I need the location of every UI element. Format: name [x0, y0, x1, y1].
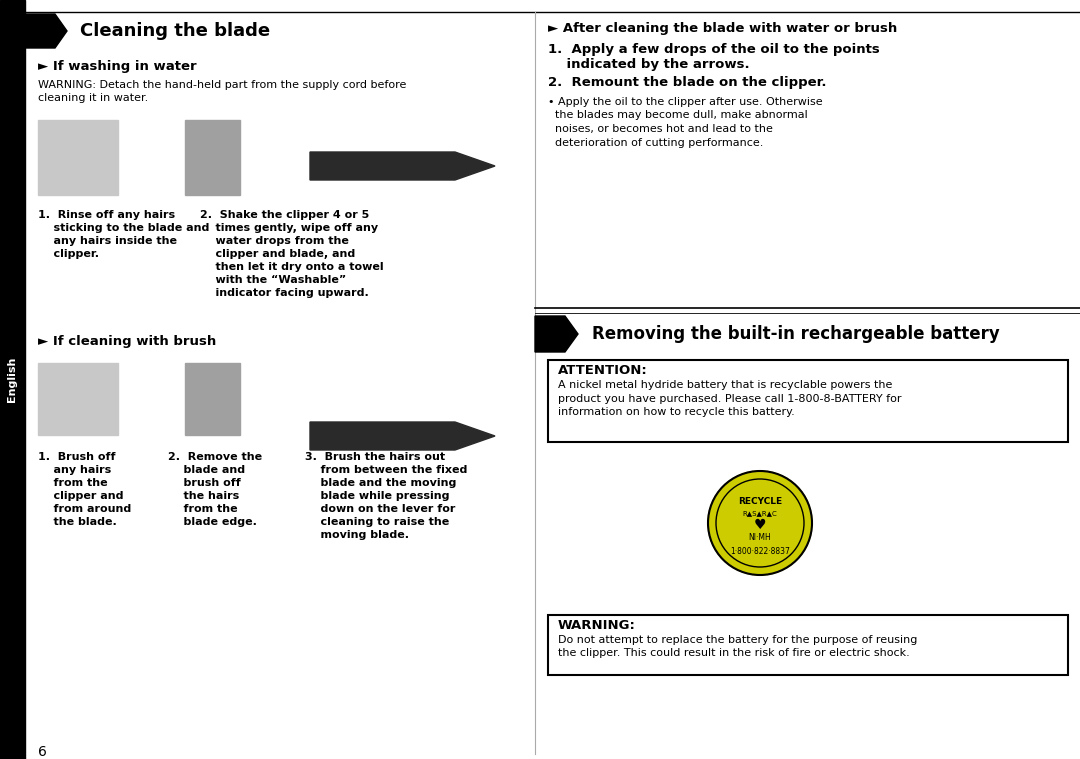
Text: blade while pressing: blade while pressing — [305, 491, 449, 501]
Text: 1.  Rinse off any hairs: 1. Rinse off any hairs — [38, 210, 175, 220]
Text: ♥: ♥ — [754, 518, 766, 532]
Text: water drops from the: water drops from the — [200, 236, 349, 246]
Text: English: English — [8, 356, 17, 402]
Text: times gently, wipe off any: times gently, wipe off any — [200, 223, 378, 233]
Text: then let it dry onto a towel: then let it dry onto a towel — [200, 262, 383, 272]
Text: the hairs: the hairs — [168, 491, 240, 501]
Text: brush off: brush off — [168, 478, 241, 488]
Bar — [0, 0, 25, 759]
Text: cleaning to raise the: cleaning to raise the — [305, 517, 449, 527]
Polygon shape — [25, 14, 67, 48]
Text: RECYCLE: RECYCLE — [738, 496, 782, 505]
Text: ► If cleaning with brush: ► If cleaning with brush — [38, 335, 216, 348]
Text: with the “Washable”: with the “Washable” — [200, 275, 347, 285]
Text: the clipper. This could result in the risk of fire or electric shock.: the clipper. This could result in the ri… — [558, 648, 909, 659]
Text: blade edge.: blade edge. — [168, 517, 257, 527]
Bar — [185, 120, 240, 195]
Text: clipper and blade, and: clipper and blade, and — [200, 249, 355, 259]
Text: A nickel metal hydride battery that is recyclable powers the: A nickel metal hydride battery that is r… — [558, 380, 892, 390]
Text: down on the lever for: down on the lever for — [305, 504, 456, 514]
Text: blade and: blade and — [168, 465, 245, 475]
Text: from the: from the — [38, 478, 108, 488]
Polygon shape — [310, 422, 495, 450]
Text: noises, or becomes hot and lead to the: noises, or becomes hot and lead to the — [548, 124, 773, 134]
Text: any hairs: any hairs — [38, 465, 111, 475]
Circle shape — [716, 479, 804, 567]
Bar — [38, 120, 118, 195]
Bar — [548, 615, 1068, 675]
Bar — [185, 363, 240, 435]
Text: 2.  Remove the: 2. Remove the — [168, 452, 262, 462]
Text: 1·800·822·8837: 1·800·822·8837 — [730, 546, 789, 556]
Bar — [548, 360, 1068, 442]
Text: blade and the moving: blade and the moving — [305, 478, 457, 488]
Text: 1.  Brush off: 1. Brush off — [38, 452, 116, 462]
Text: 3.  Brush the hairs out: 3. Brush the hairs out — [305, 452, 445, 462]
Text: 2.  Remount the blade on the clipper.: 2. Remount the blade on the clipper. — [548, 76, 826, 89]
Bar — [38, 363, 118, 435]
Text: from between the fixed: from between the fixed — [305, 465, 468, 475]
Text: NI·MH: NI·MH — [748, 533, 771, 541]
Text: moving blade.: moving blade. — [305, 530, 409, 540]
Polygon shape — [310, 152, 495, 180]
Polygon shape — [535, 316, 578, 352]
Text: from around: from around — [38, 504, 132, 514]
Text: Do not attempt to replace the battery for the purpose of reusing: Do not attempt to replace the battery fo… — [558, 635, 917, 645]
Text: clipper and: clipper and — [38, 491, 123, 501]
Text: indicator facing upward.: indicator facing upward. — [200, 288, 368, 298]
Text: ► If washing in water: ► If washing in water — [38, 60, 197, 73]
Text: ATTENTION:: ATTENTION: — [558, 364, 648, 377]
Text: 6: 6 — [38, 745, 46, 759]
Text: 1.  Apply a few drops of the oil to the points: 1. Apply a few drops of the oil to the p… — [548, 43, 880, 56]
Text: deterioration of cutting performance.: deterioration of cutting performance. — [548, 137, 764, 147]
Text: ► After cleaning the blade with water or brush: ► After cleaning the blade with water or… — [548, 22, 897, 35]
Text: product you have purchased. Please call 1-800-8-BATTERY for: product you have purchased. Please call … — [558, 393, 902, 404]
Text: WARNING: Detach the hand-held part from the supply cord before: WARNING: Detach the hand-held part from … — [38, 80, 406, 90]
Text: any hairs inside the: any hairs inside the — [38, 236, 177, 246]
Text: 2.  Shake the clipper 4 or 5: 2. Shake the clipper 4 or 5 — [200, 210, 369, 220]
Circle shape — [708, 471, 812, 575]
Text: Removing the built-in rechargeable battery: Removing the built-in rechargeable batte… — [592, 325, 1000, 343]
Text: WARNING:: WARNING: — [558, 619, 636, 632]
Text: the blades may become dull, make abnormal: the blades may become dull, make abnorma… — [548, 111, 808, 121]
Text: clipper.: clipper. — [38, 249, 99, 259]
Text: • Apply the oil to the clipper after use. Otherwise: • Apply the oil to the clipper after use… — [548, 97, 823, 107]
Text: R▲S▲R▲C: R▲S▲R▲C — [743, 510, 778, 516]
Text: cleaning it in water.: cleaning it in water. — [38, 93, 148, 103]
Text: from the: from the — [168, 504, 238, 514]
Text: the blade.: the blade. — [38, 517, 117, 527]
Text: Cleaning the blade: Cleaning the blade — [80, 22, 270, 40]
Text: sticking to the blade and: sticking to the blade and — [38, 223, 210, 233]
Text: information on how to recycle this battery.: information on how to recycle this batte… — [558, 407, 795, 417]
Text: indicated by the arrows.: indicated by the arrows. — [548, 58, 750, 71]
